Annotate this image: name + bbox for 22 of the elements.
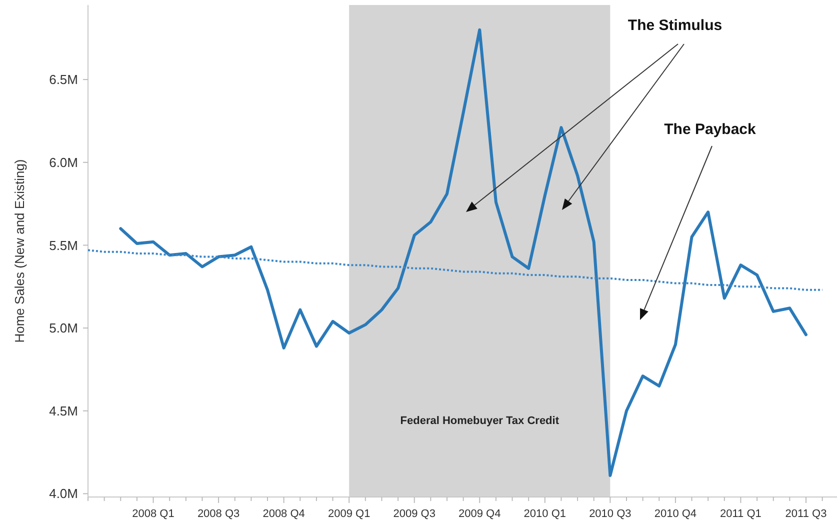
x-tick-label: 2010 Q3	[589, 508, 632, 520]
x-tick-label: 2009 Q1	[328, 508, 370, 520]
y-tick-label: 6.5M	[49, 72, 78, 88]
x-tick-label: 2008 Q4	[262, 508, 305, 520]
x-tick-label: 2011 Q1	[720, 508, 762, 520]
y-tick-label: 5.5M	[49, 238, 78, 253]
x-tick-label: 2008 Q3	[197, 508, 240, 520]
y-tick-label: 6.0M	[49, 154, 78, 170]
y-tick-label: 4.5M	[49, 403, 78, 418]
x-tick-label: 2008 Q1	[132, 508, 174, 520]
x-tick-label: 2009 Q4	[458, 508, 501, 520]
y-tick-label: 5.0M	[49, 320, 78, 336]
x-tick-label: 2010 Q4	[654, 508, 697, 520]
y-axis-title: Home Sales (New and Existing)	[12, 159, 27, 343]
y-tick-label: 4.0M	[49, 486, 78, 502]
annotation: The Payback	[664, 121, 757, 138]
annotation: The Stimulus	[628, 17, 722, 34]
x-tick-label: 2010 Q1	[524, 508, 566, 520]
band-label: Federal Homebuyer Tax Credit	[400, 415, 560, 427]
line-series	[87, 249, 824, 291]
x-tick-label: 2009 Q3	[393, 508, 436, 520]
x-tick-label: 2011 Q3	[785, 508, 827, 520]
